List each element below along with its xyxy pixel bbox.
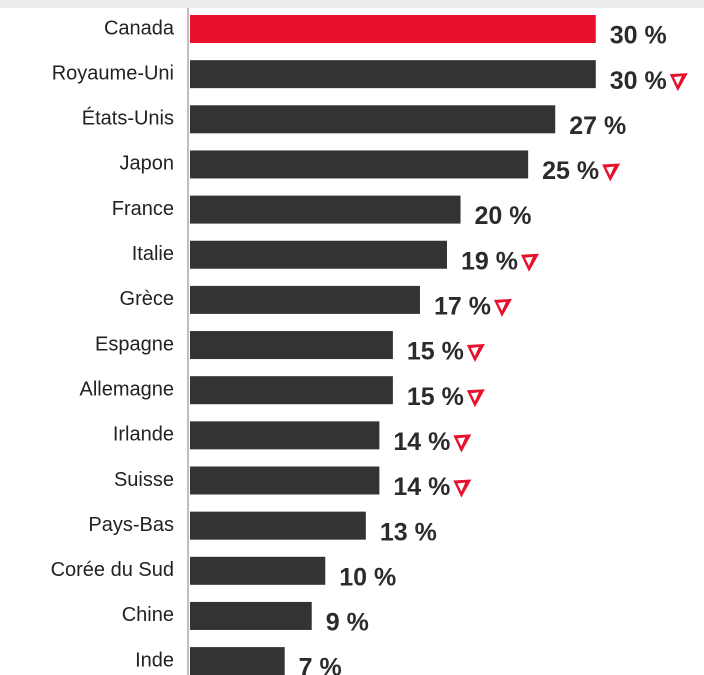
bar (190, 60, 596, 89)
bar (190, 150, 529, 179)
category-label: Canada (104, 17, 175, 39)
value-label: 17 % (434, 293, 491, 321)
value-label: 25 % (542, 157, 599, 185)
bar (190, 601, 312, 630)
category-label: États-Unis (82, 107, 174, 130)
category-label: France (112, 198, 174, 220)
category-label: Chine (122, 604, 174, 626)
category-label: Pays-Bas (88, 514, 174, 536)
bar (190, 511, 366, 540)
value-label: 15 % (407, 383, 464, 411)
category-label: Suisse (114, 469, 174, 491)
bar (190, 285, 420, 314)
value-label: 15 % (407, 338, 464, 366)
bar (190, 556, 326, 585)
trend-marker (669, 73, 688, 92)
bar (190, 331, 393, 360)
bar (190, 647, 285, 675)
category-label: Italie (132, 243, 174, 265)
value-label: 7 % (299, 654, 342, 675)
category-label: Espagne (95, 333, 174, 355)
bar (190, 105, 556, 134)
value-label: 19 % (461, 247, 518, 275)
top-band (0, 0, 704, 8)
category-label: Japon (120, 153, 175, 175)
value-label: 30 % (610, 22, 667, 50)
bar (190, 195, 461, 224)
category-label: Irlande (113, 424, 174, 446)
value-label: 14 % (393, 428, 450, 456)
trend-marker (466, 344, 485, 363)
bar (190, 466, 380, 495)
bar (190, 376, 393, 405)
trend-marker (520, 253, 539, 272)
category-label: Corée du Sud (51, 559, 174, 581)
value-label: 13 % (380, 518, 437, 546)
value-label: 20 % (475, 202, 532, 230)
category-label: Inde (135, 649, 174, 671)
trend-marker (453, 434, 472, 453)
value-label: 27 % (569, 112, 626, 140)
value-label: 30 % (610, 67, 667, 95)
category-label: Royaume-Uni (52, 62, 174, 84)
value-label: 9 % (326, 609, 369, 637)
bar (190, 15, 596, 43)
bar (190, 421, 380, 450)
bar (190, 240, 447, 269)
value-label: 14 % (393, 473, 450, 501)
value-label: 10 % (339, 563, 396, 591)
trend-marker (466, 389, 485, 408)
trend-marker (453, 479, 472, 498)
trend-marker (602, 163, 621, 182)
trend-marker (493, 298, 512, 317)
category-label: Grèce (120, 288, 174, 310)
category-label: Allemagne (79, 378, 174, 400)
